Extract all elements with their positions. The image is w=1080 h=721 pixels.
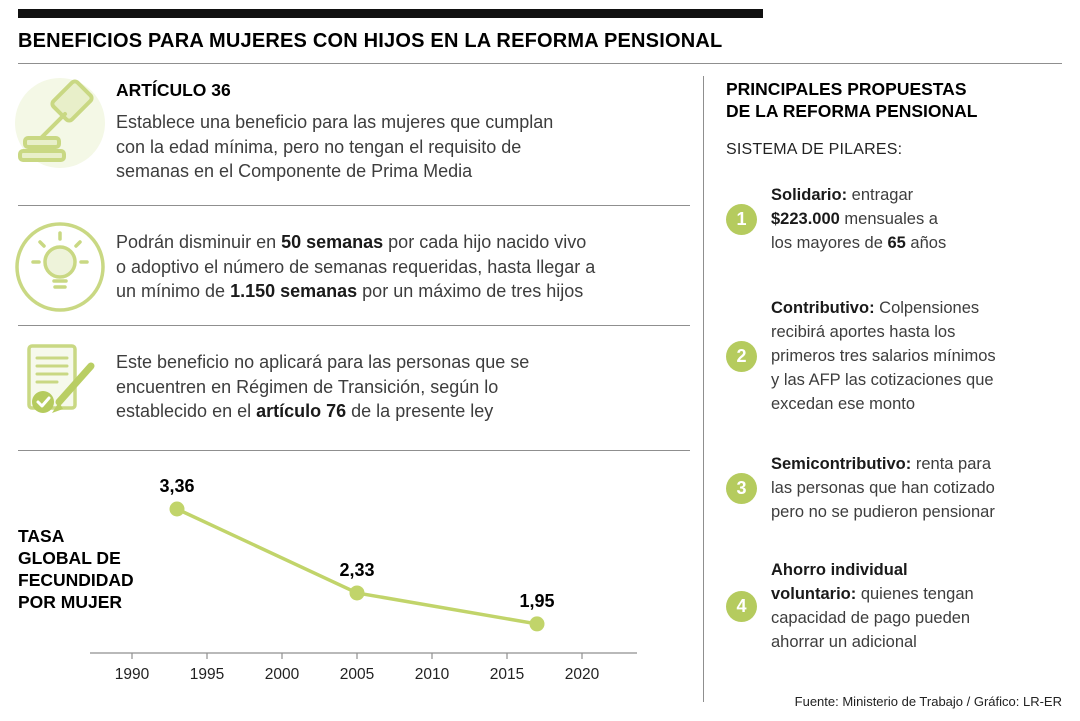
pillar-item-semicontributivo: 3 Semicontributivo: renta para las person… — [726, 452, 1066, 524]
pillar-item-contributivo: 2 Contributivo: Colpensiones recibirá apo… — [726, 296, 1066, 416]
column-divider — [703, 76, 704, 702]
weeks-reduction-text: Podrán disminuir en 50 semanas por cada … — [116, 232, 596, 301]
svg-text:2000: 2000 — [265, 666, 300, 683]
transition-regime-text: Este beneficio no aplicará para las pers… — [116, 352, 530, 421]
source-credit: Fuente: Ministerio de Trabajo / Gráfico:… — [794, 694, 1062, 709]
svg-text:3,36: 3,36 — [159, 476, 194, 496]
fertility-line-chart: 1990 1995 2000 2005 2010 2015 2020 3,36 2,33 1,95 — [90, 476, 637, 683]
lightbulb-icon — [10, 220, 110, 315]
pillar-item-ahorro-individual: 4 Ahorro individual voluntario: quienes t… — [726, 558, 1066, 654]
article-36-content: ARTÍCULO 36 Establece una beneficio para… — [110, 76, 690, 184]
transition-regime-content: Este beneficio no aplicará para las pers… — [110, 336, 690, 424]
svg-text:1990: 1990 — [115, 666, 150, 683]
svg-text:2005: 2005 — [340, 666, 374, 683]
article-36-heading: ARTÍCULO 36 — [116, 80, 231, 100]
pillar-item-solidario: 1 Solidario: entragar $223.000 mensuales … — [726, 183, 1066, 255]
svg-text:2,33: 2,33 — [339, 560, 374, 580]
pillar-text: Ahorro individual voluntario: quienes ten… — [771, 561, 974, 651]
svg-text:2010: 2010 — [415, 666, 450, 683]
article-36-section: ARTÍCULO 36 Establece una beneficio para… — [10, 76, 690, 184]
section-divider — [18, 450, 690, 451]
top-black-rule — [18, 9, 763, 18]
pillar-number-badge: 2 — [726, 340, 757, 372]
article-36-text: Establece una beneficio para las mujeres… — [116, 112, 554, 181]
title-divider — [18, 63, 1062, 64]
section-divider — [18, 205, 690, 206]
pillar-text: Contributivo: Colpensiones recibirá aport… — [771, 299, 996, 413]
svg-text:2020: 2020 — [565, 666, 600, 683]
svg-text:2015: 2015 — [490, 666, 524, 683]
transition-regime-section: Este beneficio no aplicará para las pers… — [10, 336, 690, 431]
pillar-number-badge: 1 — [726, 203, 757, 235]
section-divider — [18, 325, 690, 326]
weeks-reduction-section: Podrán disminuir en 50 semanas por cada … — [10, 220, 690, 315]
pillar-number-badge: 3 — [726, 472, 757, 504]
svg-text:1,95: 1,95 — [519, 591, 554, 611]
pillar-text: Semicontributivo: renta para las personas… — [771, 455, 995, 521]
pillar-number-badge: 4 — [726, 590, 757, 622]
chart-title: TASA GLOBAL DE FECUNDIDAD POR MUJER — [18, 526, 134, 612]
page-title: BENEFICIOS PARA MUJERES CON HIJOS EN LA … — [18, 30, 723, 52]
svg-text:1995: 1995 — [190, 666, 224, 683]
gavel-icon — [10, 76, 110, 171]
weeks-reduction-content: Podrán disminuir en 50 semanas por cada … — [110, 220, 690, 304]
document-pencil-icon — [10, 336, 110, 431]
pillar-system-label: SISTEMA DE PILARES: — [726, 141, 903, 158]
right-column-heading: PRINCIPALES PROPUESTAS DE LA REFORMA PEN… — [726, 79, 978, 121]
